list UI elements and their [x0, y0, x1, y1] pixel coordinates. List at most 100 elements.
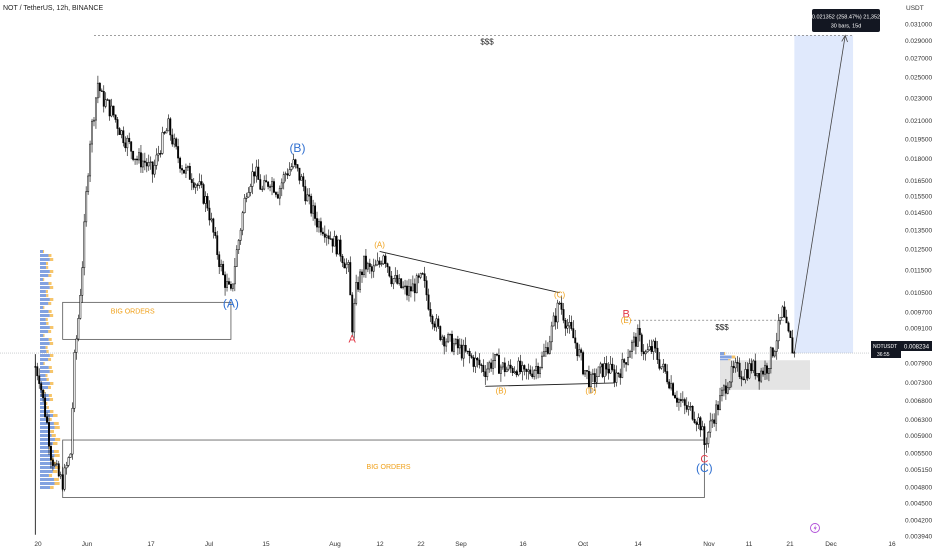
measure-tooltip: 0.021352 (258.47%) 21,352 30 bars, 15d — [812, 9, 880, 32]
volume-profile-bar — [40, 434, 52, 437]
candle-body — [431, 316, 434, 325]
price-axis[interactable]: 0.031000 0.029000 0.027000 0.025000 0.023000… — [905, 21, 932, 540]
candle-body — [120, 130, 123, 135]
candle-body — [767, 368, 770, 374]
candle-body — [611, 363, 614, 370]
time-tick-label: Jun — [82, 541, 93, 548]
candle-body — [748, 363, 751, 379]
candle-body — [773, 351, 776, 357]
candle-body — [183, 169, 185, 174]
candle-body — [100, 90, 103, 92]
candle-body — [719, 395, 721, 410]
candle-body — [390, 275, 393, 285]
candle-body — [251, 171, 254, 187]
volume-profile-bar — [40, 430, 51, 433]
symbol-header: NOT / TetherUS, 12h, BINANCE — [3, 5, 103, 12]
candle-body — [136, 158, 138, 161]
volume-profile-bar — [40, 262, 46, 265]
candle-body — [587, 371, 590, 388]
volume-profile-bar — [40, 342, 50, 345]
price-tick-label: 0.009100 — [905, 326, 932, 333]
wave-label-orange: (D) — [585, 386, 596, 395]
measure-line1: 0.021352 (258.47%) 21,352 — [812, 15, 880, 21]
volume-profile-bar — [48, 358, 52, 361]
candle-body — [38, 375, 41, 384]
candle-body — [190, 179, 193, 183]
candle-body — [363, 255, 365, 276]
candle-body — [791, 337, 794, 354]
candle-body — [464, 344, 467, 352]
candle-body — [677, 399, 680, 403]
candle-body — [83, 221, 86, 269]
candle-body — [273, 181, 275, 193]
candle-body — [409, 286, 412, 292]
candle-body — [754, 360, 757, 377]
candle-body — [77, 318, 80, 340]
candle-body — [781, 306, 784, 318]
candle-body — [263, 180, 266, 190]
candle-body — [556, 302, 559, 323]
big-orders-label: BIG ORDERS — [111, 308, 155, 315]
candle-body — [44, 397, 47, 417]
time-tick-label: 21 — [786, 541, 794, 548]
candle-body — [713, 419, 716, 424]
price-tick-label: 0.006300 — [905, 417, 932, 424]
volume-profile-bar — [43, 362, 45, 365]
candle-body — [42, 389, 45, 399]
volume-profile-bar — [40, 454, 55, 457]
volume-profile-bar — [40, 458, 51, 461]
candle-body — [384, 255, 387, 264]
time-tick-label: 15 — [262, 541, 270, 548]
candle-body — [49, 446, 52, 461]
volume-profile-bar — [49, 258, 54, 261]
time-tick-label: Nov — [703, 541, 715, 548]
candle-body — [627, 356, 630, 365]
candle-body — [188, 166, 191, 180]
candle-body — [605, 363, 608, 370]
volume-profile-bar — [40, 254, 49, 257]
measure-line2: 30 bars, 15d — [831, 24, 862, 30]
time-axis[interactable]: 20 Jun 17 Jul 15 Aug 12 22 Sep 16 Oct 14 Nov 11 21 Dec 1… — [34, 541, 896, 548]
lightning-icon[interactable] — [810, 523, 820, 533]
candle-body — [658, 359, 661, 369]
target-label: $$$ — [715, 323, 729, 332]
candle-body — [709, 420, 712, 433]
volume-profile-bar — [40, 382, 50, 385]
volume-profile-bar — [53, 450, 59, 453]
candle-body — [55, 463, 58, 465]
volume-profile-bar — [54, 454, 60, 457]
volume-profile-bar — [49, 354, 54, 357]
candle-body — [740, 376, 743, 380]
projection-arrowhead — [841, 34, 848, 43]
candle-body — [327, 235, 330, 239]
candle-body — [408, 286, 410, 296]
candle-body — [210, 218, 213, 221]
candle-body — [249, 186, 252, 193]
price-tag-timer: 36:55 — [877, 352, 890, 358]
volume-profile-bar — [53, 414, 58, 417]
volume-profile-bar — [40, 482, 55, 485]
candle-body — [672, 383, 675, 396]
candle-body — [437, 318, 440, 327]
candle-body — [674, 394, 676, 399]
volume-profile-bar — [46, 266, 49, 269]
candle-body — [368, 263, 371, 267]
candle-body — [312, 205, 315, 214]
candle-body — [668, 381, 671, 389]
candle-body — [202, 184, 205, 204]
volume-profile-bar — [731, 355, 736, 359]
candle-body — [378, 260, 381, 265]
big-orders-label: BIG ORDERS — [367, 464, 411, 471]
volume-profile-bar — [48, 302, 52, 305]
candle-body — [65, 465, 68, 469]
candle-body — [521, 365, 524, 373]
candle-body — [717, 404, 720, 410]
volume-profile-bar — [46, 406, 49, 409]
candle-body — [91, 120, 93, 145]
candle-body — [40, 383, 43, 391]
time-tick-label: 20 — [34, 541, 42, 548]
candle-body — [499, 366, 502, 374]
candle-body — [36, 366, 39, 377]
candle-body — [441, 336, 444, 340]
